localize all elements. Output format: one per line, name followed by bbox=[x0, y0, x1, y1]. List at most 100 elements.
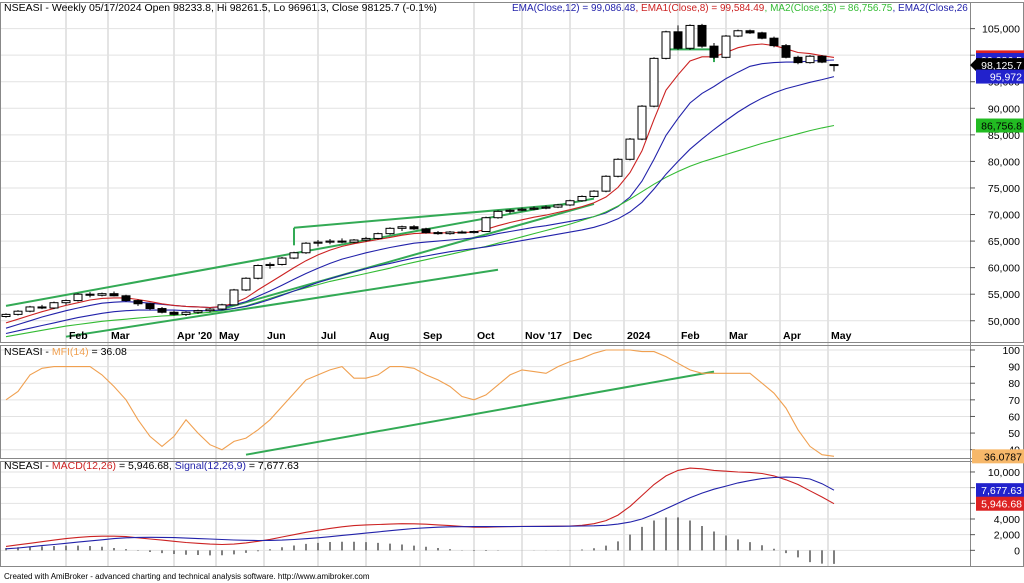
candle-body bbox=[313, 241, 323, 244]
candle-body bbox=[1, 313, 11, 318]
mfi-trendlines bbox=[245, 370, 715, 456]
price-tick-label: 70,000 bbox=[988, 210, 1020, 222]
price-trendline bbox=[221, 202, 595, 311]
price-tick-label: 105,000 bbox=[982, 24, 1020, 36]
candle-body bbox=[445, 231, 455, 235]
candle-body bbox=[817, 55, 827, 63]
candle-body bbox=[505, 209, 515, 212]
mfi-tick-label: 100 bbox=[1002, 345, 1020, 357]
candle-body bbox=[745, 30, 755, 34]
mfi-tick-label: 70 bbox=[1008, 395, 1020, 407]
x-tick-label: Jul bbox=[321, 330, 336, 342]
macd-value-labels: 7,677.63 5,946.68 bbox=[976, 483, 1024, 511]
mfi-tick-label: 90 bbox=[1008, 362, 1020, 374]
mfi-title-name: MFI(14) bbox=[52, 346, 89, 358]
candle-body bbox=[301, 242, 311, 254]
x-tick-label: Sep bbox=[423, 330, 442, 342]
candle-body bbox=[277, 257, 287, 265]
candle-body bbox=[241, 277, 251, 291]
candle-body bbox=[529, 207, 539, 210]
candle-body bbox=[61, 300, 71, 304]
candlesticks bbox=[1, 23, 839, 318]
x-tick-label: Mar bbox=[111, 330, 130, 342]
price-tick-label: 90,000 bbox=[988, 103, 1020, 115]
candle-body bbox=[517, 208, 527, 211]
price-tick-label: 80,000 bbox=[988, 156, 1020, 168]
macd-tick-label: 2,000 bbox=[994, 530, 1020, 542]
ma-line bbox=[5, 124, 835, 338]
footer-credit: Created with AmiBroker - advanced charti… bbox=[4, 572, 370, 581]
macd-label-text: 5,946.68 bbox=[981, 499, 1022, 511]
mfi-value-label: 36.0787 bbox=[972, 449, 1024, 464]
candle-body bbox=[13, 310, 23, 315]
moving-average-lines bbox=[5, 43, 835, 338]
candle-body bbox=[649, 57, 659, 107]
legend-entry: , MA2(Close,35) = 86,756.75 bbox=[765, 3, 893, 14]
x-tick-label: 2024 bbox=[627, 330, 651, 342]
x-tick-label: Nov '17 bbox=[525, 330, 562, 342]
candle-body bbox=[85, 293, 95, 296]
candle-body bbox=[637, 105, 647, 140]
mfi-tick-label: 50 bbox=[1008, 428, 1020, 440]
candle-body bbox=[757, 32, 767, 39]
mfi-label-text: 36.0787 bbox=[984, 451, 1022, 463]
mfi-axis: 405060708090100 bbox=[970, 345, 1020, 457]
price-trendlines bbox=[5, 48, 715, 338]
candle-body bbox=[721, 35, 731, 58]
macd-pane-title: NSEASI - MACD(12,26) = 5,946.68, Signal(… bbox=[4, 460, 299, 472]
macd-label-text: 7,677.63 bbox=[981, 485, 1022, 497]
candle-body bbox=[829, 64, 839, 67]
candle-body bbox=[805, 55, 815, 64]
x-tick-label: Dec bbox=[573, 330, 592, 342]
candle-body bbox=[133, 300, 143, 305]
candle-body bbox=[661, 31, 671, 59]
candle-body bbox=[193, 310, 203, 313]
candle-body bbox=[697, 24, 707, 47]
candle-body bbox=[625, 138, 635, 160]
candle-body bbox=[253, 265, 263, 279]
pane-frames bbox=[0, 2, 1024, 567]
candle-body bbox=[577, 195, 587, 202]
candle-body bbox=[97, 293, 107, 296]
candle-body bbox=[673, 31, 683, 49]
price-tick-label: 75,000 bbox=[988, 183, 1020, 195]
x-tick-label: Apr '20 bbox=[177, 330, 212, 342]
price-legend: EMA(Close,12) = 99,086.48, EMA1(Close,8)… bbox=[512, 3, 968, 14]
candle-body bbox=[421, 228, 431, 234]
x-tick-label: Aug bbox=[369, 330, 389, 342]
price-tick-label: 50,000 bbox=[988, 316, 1020, 328]
price-tick-label: 60,000 bbox=[988, 263, 1020, 275]
price-tick-label: 65,000 bbox=[988, 236, 1020, 248]
ma-line bbox=[5, 43, 835, 324]
macd-label-box bbox=[976, 483, 1024, 498]
price-label-box bbox=[976, 58, 1024, 73]
candle-body bbox=[685, 24, 695, 49]
legend-entry: , EMA1(Close,8) = 99,584.49 bbox=[636, 3, 765, 14]
macd-lines bbox=[5, 467, 835, 550]
ma-line bbox=[5, 59, 835, 329]
price-trendline bbox=[293, 202, 571, 229]
candle-body bbox=[265, 263, 275, 267]
mfi-path bbox=[5, 349, 835, 457]
price-tick-label: 85,000 bbox=[988, 130, 1020, 142]
macd-line bbox=[5, 467, 835, 547]
candle-body bbox=[769, 37, 779, 47]
mfi-title-prefix: NSEASI - bbox=[4, 346, 52, 358]
price-pointer bbox=[970, 59, 976, 72]
mfi-line bbox=[5, 349, 835, 457]
x-axis-labels: Feb Mar Apr '20 May Jun Jul Aug Sep Oct Nov '17 De… bbox=[69, 330, 852, 342]
pane-frame bbox=[0, 2, 1024, 343]
candle-body bbox=[397, 226, 407, 229]
candle-body bbox=[553, 204, 563, 208]
candle-body bbox=[145, 303, 155, 310]
candle-body bbox=[385, 227, 395, 235]
candle-body bbox=[373, 233, 383, 239]
price-pane-title: NSEASI - Weekly 05/17/2024 Open 98233.8,… bbox=[4, 2, 437, 14]
candle-body bbox=[205, 308, 215, 312]
mfi-pane-title: NSEASI - MFI(14) = 36.08 bbox=[4, 346, 127, 358]
x-tick-label: Apr bbox=[783, 330, 801, 342]
candle-body bbox=[325, 240, 335, 243]
price-label-box bbox=[976, 118, 1024, 133]
